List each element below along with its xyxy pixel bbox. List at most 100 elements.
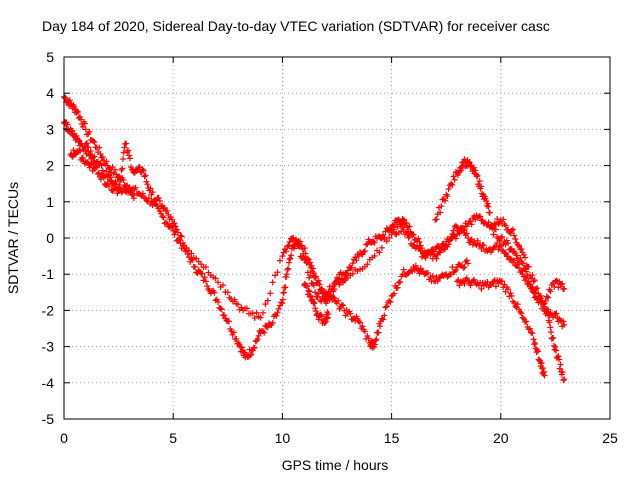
- data-point: [531, 341, 538, 348]
- data-point: [553, 277, 560, 284]
- data-point: [391, 226, 398, 233]
- data-point: [145, 195, 152, 202]
- data-point: [534, 285, 541, 292]
- data-point: [511, 232, 518, 239]
- data-point: [480, 242, 487, 249]
- data-point: [276, 257, 283, 264]
- data-point: [286, 256, 293, 263]
- data-point: [273, 312, 280, 319]
- data-point: [144, 181, 151, 188]
- x-tick-label: 0: [60, 430, 68, 446]
- data-point: [82, 126, 89, 133]
- data-point: [123, 140, 130, 147]
- data-point: [543, 306, 550, 313]
- data-point: [383, 303, 390, 310]
- data-point: [378, 244, 385, 251]
- y-tick-label: 3: [46, 121, 54, 137]
- data-point: [513, 252, 520, 259]
- data-point: [550, 335, 557, 342]
- data-point: [348, 264, 355, 271]
- data-point: [66, 97, 73, 104]
- data-point: [530, 278, 537, 285]
- data-point: [76, 137, 83, 144]
- data-point: [360, 248, 367, 255]
- data-point: [238, 344, 245, 351]
- data-point: [70, 147, 77, 154]
- y-axis-label: SDTVAR / TECUs: [5, 182, 21, 294]
- data-point: [352, 254, 359, 261]
- data-point: [556, 365, 563, 372]
- data-point: [257, 314, 264, 321]
- data-point: [472, 167, 479, 174]
- data-point: [405, 270, 412, 277]
- data-point: [467, 218, 474, 225]
- data-point: [555, 353, 562, 360]
- data-point: [168, 216, 175, 223]
- data-point: [452, 267, 459, 274]
- data-point: [96, 144, 103, 151]
- data-point: [514, 241, 521, 248]
- data-point: [476, 178, 483, 185]
- data-point: [201, 274, 208, 281]
- data-point: [168, 224, 175, 231]
- data-point: [285, 265, 292, 272]
- data-point: [518, 310, 525, 317]
- data-point: [445, 241, 452, 248]
- data-point: [304, 283, 311, 290]
- data-point: [349, 270, 356, 277]
- data-point: [478, 245, 485, 252]
- data-point: [253, 309, 260, 316]
- data-point: [303, 282, 310, 289]
- data-point: [519, 260, 526, 267]
- data-point: [444, 193, 451, 200]
- data-point: [291, 245, 298, 252]
- data-point: [121, 144, 128, 151]
- data-point: [306, 288, 313, 295]
- data-point: [251, 315, 258, 322]
- data-point: [548, 335, 555, 342]
- data-point: [86, 150, 93, 157]
- data-point: [395, 279, 402, 286]
- data-point: [375, 329, 382, 336]
- data-point: [77, 148, 84, 155]
- data-point: [231, 296, 238, 303]
- data-point: [261, 329, 268, 336]
- data-point: [309, 265, 316, 272]
- data-point: [432, 216, 439, 223]
- data-point: [269, 319, 276, 326]
- data-point: [155, 194, 162, 201]
- data-point: [192, 263, 199, 270]
- data-point: [560, 377, 567, 384]
- data-point: [435, 248, 442, 255]
- data-point: [347, 310, 354, 317]
- x-tick-label: 5: [169, 430, 177, 446]
- data-point: [141, 173, 148, 180]
- data-point: [474, 172, 481, 179]
- data-point: [161, 204, 168, 211]
- data-point: [500, 216, 507, 223]
- data-point: [284, 266, 291, 273]
- data-point: [193, 255, 200, 262]
- data-point: [230, 329, 237, 336]
- data-point: [380, 316, 387, 323]
- data-point: [445, 186, 452, 193]
- data-point: [331, 295, 338, 302]
- grid-layer: [64, 57, 610, 419]
- data-point: [561, 285, 568, 292]
- data-point: [303, 260, 310, 267]
- data-point: [74, 108, 81, 115]
- y-tick-label: 4: [46, 85, 54, 101]
- data-point: [518, 245, 525, 252]
- data-point: [112, 178, 119, 185]
- x-tick-label: 10: [275, 430, 291, 446]
- data-point: [255, 332, 262, 339]
- data-point: [416, 238, 423, 245]
- data-point: [511, 299, 518, 306]
- data-point: [120, 149, 127, 156]
- data-point: [406, 232, 413, 239]
- data-point: [312, 273, 319, 280]
- data-point: [485, 219, 492, 226]
- data-point: [234, 301, 241, 308]
- data-point: [543, 293, 550, 300]
- data-point: [499, 278, 506, 285]
